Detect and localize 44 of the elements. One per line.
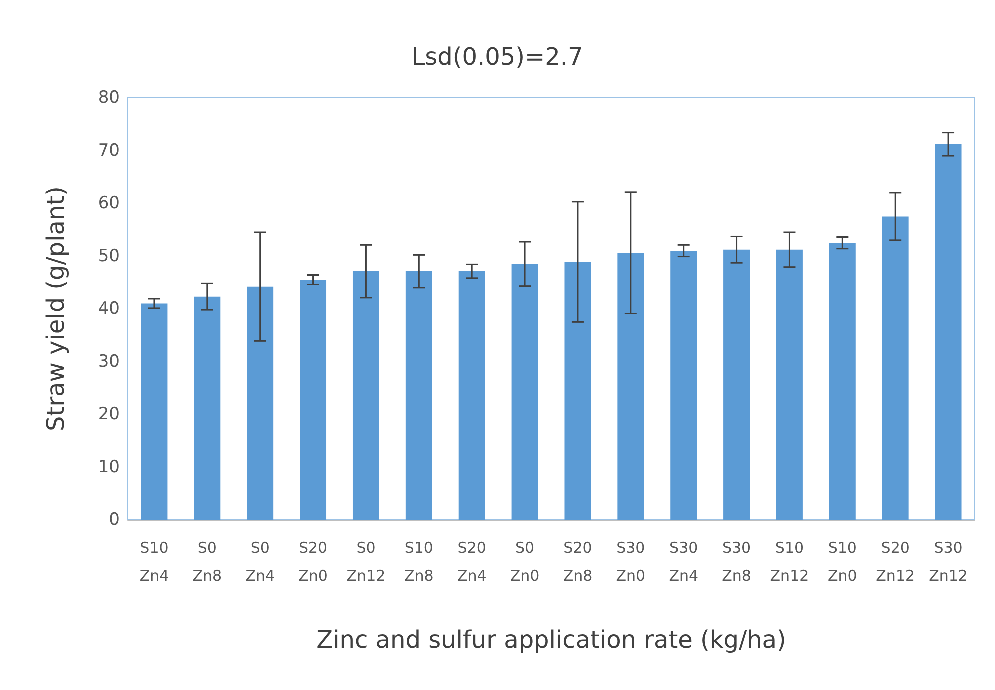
x-tick-label: S20 Zn8 [563,539,593,585]
bar [300,280,327,520]
x-tick-label: S10 Zn4 [140,539,170,585]
y-tick-label: 0 [109,510,120,530]
y-tick-label: 20 [98,404,120,424]
x-tick-label: S20 Zn0 [298,539,328,585]
x-tick-label: S0 Zn8 [192,539,222,585]
chart-title: Lsd(0.05)=2.7 [412,43,584,71]
y-axis-title: Straw yield (g/plant) [42,186,70,432]
x-tick-label: S10 Zn8 [404,539,434,585]
y-tick-label: 50 [98,246,120,266]
x-tick-label: S0 Zn0 [510,539,540,585]
y-tick-label: 70 [98,140,120,161]
x-tick-label: S30 Zn4 [669,539,699,585]
bar [194,296,221,520]
x-tick-label: S20 Zn4 [457,539,487,585]
bar [247,286,274,520]
x-tick-label: S30 Zn0 [616,539,646,585]
bar [670,250,698,520]
y-tick-label: 80 [98,88,120,108]
x-tick-label: S10 Zn12 [770,539,810,585]
x-tick-label: S10 Zn0 [828,539,858,585]
bar [829,243,856,520]
x-tick-label: S20 Zn12 [876,539,916,585]
y-tick-label: 60 [98,194,120,214]
bar [458,272,486,520]
y-tick-label: 10 [98,457,120,478]
x-tick-label: S30 Zn8 [722,539,752,585]
y-tick-label: 30 [98,352,120,372]
x-axis-title: Zinc and sulfur application rate (kg/ha) [316,626,786,654]
bar [618,253,644,520]
x-tick-label: S30 Zn12 [929,539,968,585]
bar [512,264,538,520]
y-tick-label: 40 [98,299,120,319]
bar [882,216,909,520]
bar [564,262,592,520]
bar [935,144,962,520]
x-tick-label: S0 Zn12 [346,539,386,585]
bar [776,250,803,520]
bar [141,304,168,520]
x-tick-label: S0 Zn4 [246,539,276,585]
bar [406,272,432,520]
bar [724,250,750,520]
bar [352,272,380,520]
